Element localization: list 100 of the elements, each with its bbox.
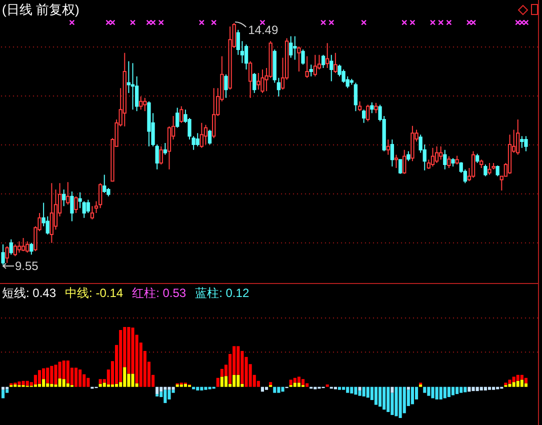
candlestick <box>98 182 102 209</box>
bar <box>46 383 50 387</box>
bar <box>172 386 175 390</box>
bar <box>406 386 410 390</box>
bar <box>106 384 110 387</box>
candlestick <box>326 42 330 69</box>
bar <box>131 374 134 387</box>
bar <box>297 376 300 383</box>
bar <box>301 379 305 386</box>
bar <box>350 386 354 394</box>
candlestick <box>334 52 338 74</box>
bar <box>18 381 21 386</box>
candlestick <box>471 150 476 178</box>
candlestick <box>147 100 151 147</box>
bar <box>398 386 402 418</box>
candlestick <box>252 72 256 94</box>
bar <box>164 390 167 404</box>
bar <box>512 376 516 382</box>
candlestick <box>74 196 78 214</box>
candlestick <box>228 26 232 90</box>
candlestick <box>204 124 208 145</box>
bar <box>508 380 512 384</box>
candlestick <box>30 242 34 256</box>
candlestick <box>516 118 520 156</box>
candlestick <box>289 36 293 58</box>
bar <box>484 386 487 390</box>
bar <box>504 382 508 386</box>
bar <box>34 384 37 387</box>
bar <box>46 368 50 384</box>
candlestick <box>386 139 390 156</box>
bar <box>260 386 264 392</box>
bar <box>358 386 362 390</box>
bar <box>516 380 520 387</box>
text: 中线: -0.14 <box>65 286 124 300</box>
candlestick <box>143 97 147 112</box>
candlestick <box>102 174 106 194</box>
text: 蓝柱: 0.12 <box>195 286 250 300</box>
bar <box>164 386 167 390</box>
candlestick <box>90 206 94 220</box>
bar <box>410 386 414 404</box>
bar <box>54 364 58 384</box>
candlestick <box>5 246 9 264</box>
candlestick <box>358 100 362 112</box>
bar <box>451 386 455 396</box>
bar <box>184 384 187 387</box>
bar <box>224 376 228 387</box>
bar <box>50 366 54 384</box>
bar <box>66 360 70 384</box>
bar <box>464 386 467 392</box>
bar <box>338 386 342 390</box>
bar <box>443 386 446 398</box>
bar <box>354 386 358 395</box>
bar <box>160 386 163 392</box>
annotation: 9.55 <box>15 259 39 273</box>
bar <box>423 386 426 393</box>
bar <box>127 327 130 374</box>
bar <box>447 386 450 398</box>
bar <box>488 386 492 390</box>
bar <box>362 386 366 396</box>
bar <box>102 382 106 387</box>
bar <box>524 378 528 384</box>
bar <box>480 386 483 390</box>
candlestick <box>293 36 297 60</box>
bar <box>208 386 212 390</box>
bar <box>98 379 102 384</box>
bar <box>314 386 317 390</box>
candlestick <box>447 156 451 168</box>
candlestick <box>374 102 378 114</box>
bar <box>496 386 500 390</box>
candlestick <box>200 122 204 148</box>
candlestick <box>480 159 484 168</box>
bar <box>476 386 479 392</box>
bar <box>2 386 5 390</box>
bar <box>38 370 42 384</box>
bar <box>78 370 82 387</box>
candlestick <box>443 149 447 170</box>
bar <box>386 386 390 412</box>
candlestick <box>260 69 264 94</box>
bar <box>26 380 29 386</box>
candlestick <box>362 109 366 124</box>
chart-title: (日线 前复权) <box>2 2 80 17</box>
bar <box>394 386 398 416</box>
candlestick <box>330 54 334 82</box>
candlestick <box>122 52 126 127</box>
text: 红柱: 0.53 <box>132 286 186 300</box>
bar <box>168 390 171 400</box>
bar <box>220 376 224 387</box>
bar <box>378 386 382 407</box>
candlestick <box>524 136 528 152</box>
candlestick <box>390 139 394 167</box>
candlestick <box>439 146 443 160</box>
candlestick <box>321 54 326 69</box>
bar <box>460 386 463 393</box>
candlestick <box>430 147 435 167</box>
candlestick <box>313 54 317 77</box>
candlestick <box>520 136 524 148</box>
candlestick <box>248 60 252 98</box>
bar <box>62 379 66 387</box>
candlestick <box>176 107 180 128</box>
bar <box>472 386 475 392</box>
